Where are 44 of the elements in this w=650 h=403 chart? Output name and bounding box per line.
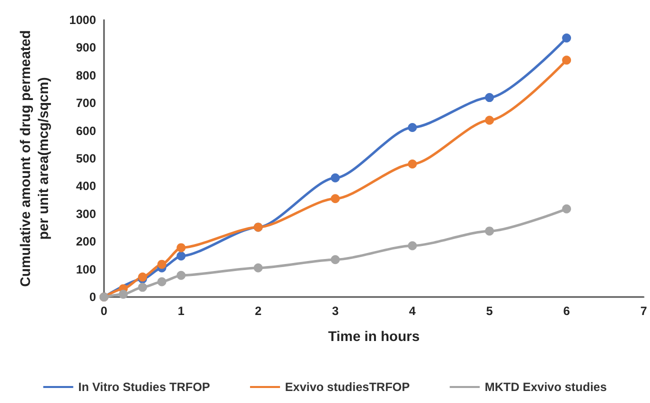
point [254,263,263,272]
point [176,252,186,260]
point [562,204,572,214]
x-tick-label: 0 [100,304,108,318]
point [408,122,417,132]
point [138,282,148,292]
y-tick-label: 800 [76,68,96,82]
point [176,270,186,280]
x-tick-label: 6 [563,304,570,318]
legend-label: Exvivo studiesTRFOP [285,380,410,394]
y-tick-label: 500 [76,152,96,166]
y-axis-title: Cumulative amount of drug permeated per unit area(mcg/sqcm) [17,30,51,287]
point [118,290,128,299]
y-tick-label: 100 [76,262,96,276]
y-tick-label: 300 [76,206,96,221]
point [562,34,572,42]
legend-label: MKTD Exvivo studies [484,380,608,394]
point [157,277,166,286]
y-tick-label: 200 [76,234,96,249]
y-tick-label: 400 [76,179,96,194]
x-tick-label: 3 [332,304,339,318]
x-tick-label: 5 [486,304,494,318]
y-tick-label: 600 [76,124,96,138]
x-axis-title: Time in hours [328,328,420,344]
point [157,260,166,269]
x-tick-label: 4 [409,304,416,318]
point [484,93,494,102]
point [408,160,417,169]
point [330,173,340,182]
point [330,194,340,204]
legend-label: In Vitro Studies TRFOP [78,380,210,394]
x-tick-label: 7 [640,304,648,318]
point [484,116,494,125]
x-tick-label: 1 [178,304,185,318]
x-tick-label: 2 [254,304,262,318]
point [330,255,340,264]
point [176,243,186,252]
point [562,56,572,65]
point [484,226,494,236]
y-tick-label: 1000 [69,13,96,27]
y-tick-label: 900 [76,40,96,55]
y-tick-label: 0 [89,290,96,304]
point [408,241,417,250]
y-tick-label: 700 [76,96,96,110]
